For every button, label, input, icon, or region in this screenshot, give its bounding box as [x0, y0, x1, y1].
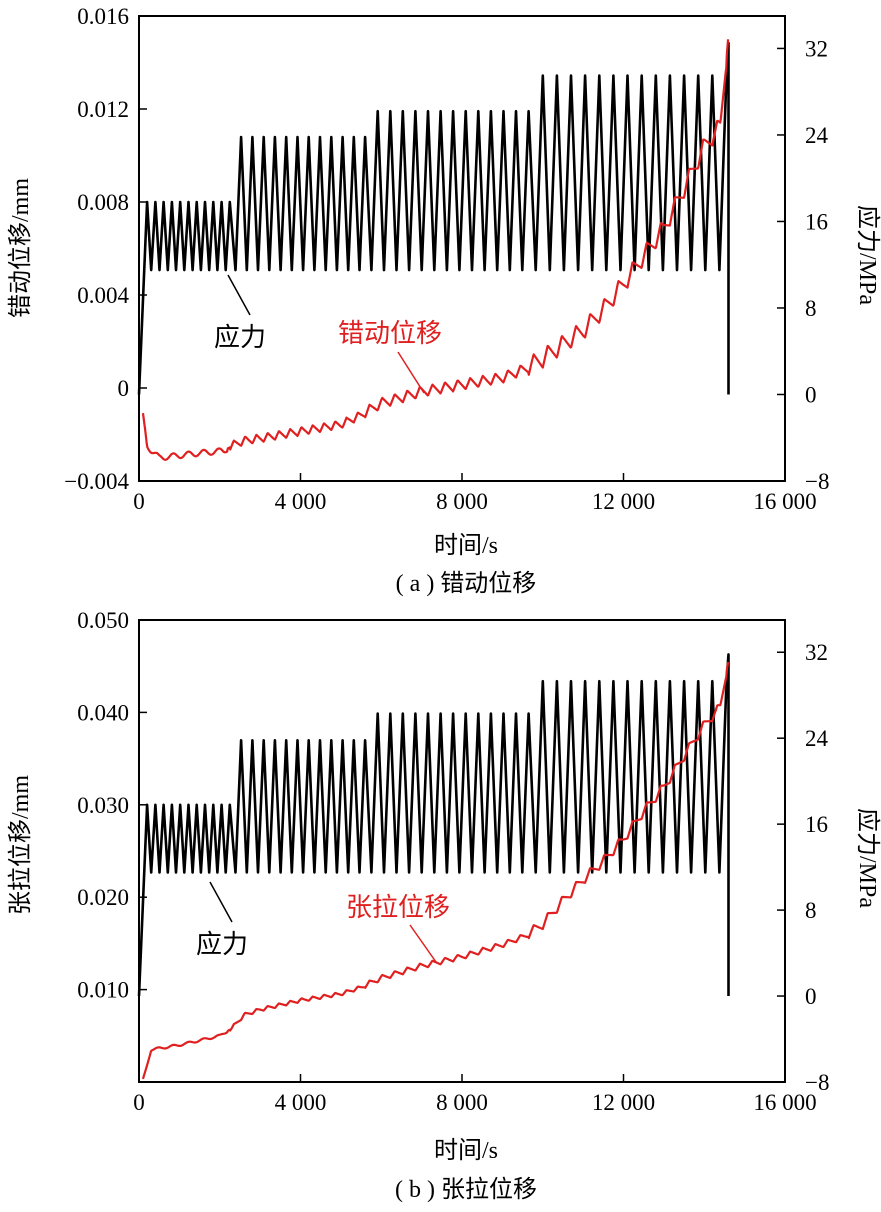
x-tick-label-a: 16 000	[753, 489, 816, 514]
y-right-tick-label-b: 16	[805, 812, 828, 837]
y-right-tick-label-a: 32	[805, 36, 828, 61]
y-left-tick-label-b: 0.030	[77, 793, 129, 818]
y-right-tick-label-b: −8	[805, 1070, 829, 1095]
y-right-tick-label-b: 32	[805, 640, 828, 665]
y-right-tick-label-b: 24	[805, 726, 829, 751]
y-left-tick-label-a: 0	[118, 376, 130, 401]
y-left-tick-label-a: 0.008	[77, 190, 129, 215]
y-right-title-a: 应力/MPa	[854, 205, 881, 305]
x-tick-label-b: 4 000	[275, 1090, 327, 1115]
y-left-title-a: 错动位移/mm	[7, 178, 34, 318]
x-tick-label-b: 16 000	[753, 1090, 816, 1115]
x-tick-label-a: 12 000	[592, 489, 655, 514]
x-tick-label-a: 0	[133, 489, 145, 514]
y-left-tick-label-a: −0.004	[64, 469, 129, 494]
annot-stress-leader-b	[209, 881, 233, 923]
x-tick-label-b: 12 000	[592, 1090, 655, 1115]
x-tick-label-a: 4 000	[275, 489, 327, 514]
y-right-title-b: 应力/MPa	[854, 808, 881, 908]
caption-b: ( b ) 张拉位移	[395, 1176, 537, 1203]
ticks-b: 0 4 000 8 000 12 000 16 000 0.010 0.020 0.030 0.…	[77, 608, 829, 1115]
stress-line-a	[137, 41, 730, 395]
annot-stress-b: 应力	[196, 930, 248, 959]
stress-line-b	[137, 653, 730, 997]
displacement-line-a	[141, 39, 730, 461]
series-b	[137, 653, 730, 1080]
annot-stress-leader-a	[227, 274, 251, 316]
y-left-title-b: 张拉位移/mm	[7, 775, 34, 915]
y-right-tick-label-a: 0	[805, 382, 817, 407]
y-right-tick-label-b: 0	[805, 984, 817, 1009]
y-left-tick-label-b: 0.050	[77, 608, 129, 633]
y-left-tick-label-a: 0.004	[77, 283, 129, 308]
series-a	[137, 39, 730, 461]
y-left-tick-label-b: 0.040	[77, 700, 129, 725]
y-left-tick-label-a: 0.016	[77, 4, 129, 29]
annot-disp-leader-b	[409, 924, 437, 963]
y-right-tick-label-a: 16	[805, 209, 828, 234]
annot-disp-leader-a	[397, 351, 425, 394]
y-left-tick-label-b: 0.020	[77, 885, 129, 910]
annot-disp-b: 张拉位移	[346, 893, 450, 922]
annot-disp-a: 错动位移	[338, 319, 442, 348]
panel-b: 0 4 000 8 000 12 000 16 000 0.010 0.020 0.030 0.…	[7, 608, 881, 1203]
y-right-tick-label-a: 24	[805, 123, 829, 148]
y-right-tick-label-a: 8	[805, 296, 817, 321]
y-left-tick-label-a: 0.012	[77, 97, 129, 122]
annot-stress-a: 应力	[214, 323, 266, 352]
x-tick-label-b: 0	[133, 1090, 145, 1115]
y-right-tick-label-a: −8	[805, 469, 829, 494]
x-tick-label-b: 8 000	[436, 1090, 488, 1115]
y-left-tick-label-b: 0.010	[77, 978, 129, 1003]
x-title-a: 时间/s	[434, 532, 498, 559]
caption-a: ( a ) 错动位移	[396, 570, 537, 597]
x-tick-label-a: 8 000	[436, 489, 488, 514]
y-right-tick-label-b: 8	[805, 898, 817, 923]
x-title-b: 时间/s	[434, 1137, 498, 1164]
